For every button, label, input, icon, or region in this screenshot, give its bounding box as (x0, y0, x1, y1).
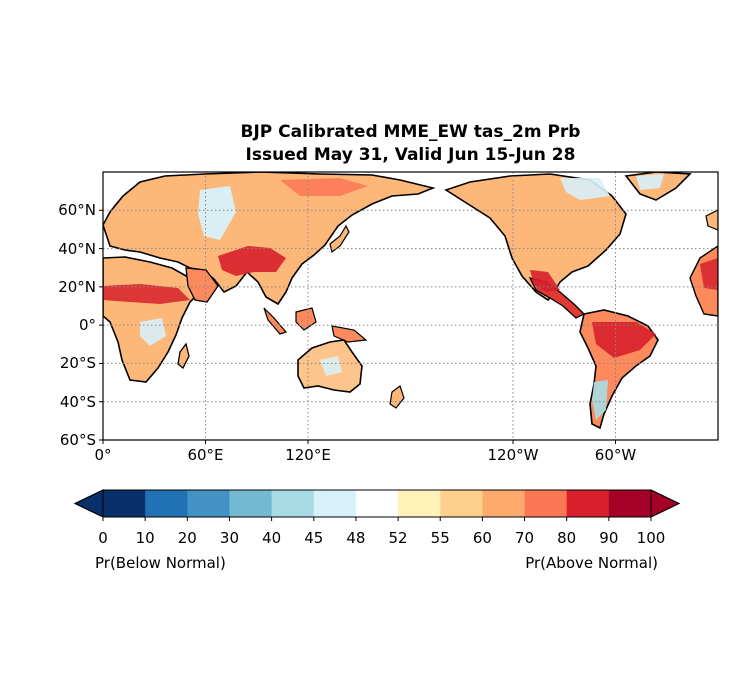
colorbar-cell (313, 490, 357, 517)
colorbar-tick-label: 80 (557, 529, 577, 547)
colorbar-cell (608, 490, 652, 517)
lat-tick-label: 20°N (58, 277, 96, 296)
lat-tick-label: 40°N (58, 239, 96, 258)
colorbar-tick-label: 60 (472, 529, 492, 547)
colorbar-tick-label: 45 (304, 529, 324, 547)
landmass-iceland (705, 209, 718, 231)
landmass-newguinea (331, 325, 368, 343)
lon-tick-label: 120°E (285, 446, 331, 464)
colorbar-cell (440, 490, 483, 517)
lon-tick-label: 60°W (594, 446, 637, 464)
colorbar-cell (187, 490, 230, 517)
colorbar-label-below: Pr(Below Normal) (95, 554, 226, 572)
land-field (103, 172, 718, 430)
coolspot-greenland (636, 174, 664, 190)
colorbar-cell (229, 490, 273, 517)
lat-tick-label: 20°S (59, 354, 96, 373)
hotspot-amazon (592, 322, 656, 358)
chart-title-line2: Issued May 31, Valid Jun 15-Jun 28 (245, 145, 576, 165)
chart-title-line1: BJP Calibrated MME_EW tas_2m Prb (240, 122, 581, 142)
axis-ticks (99, 209, 616, 444)
hotspot-south-asia (218, 246, 286, 276)
colorbar-cell (145, 490, 188, 517)
hotspot-siberia (280, 178, 368, 196)
colorbar-extend-low (73, 489, 104, 518)
colorbar-tick-label: 0 (98, 529, 108, 547)
landmass-madagascar (177, 342, 190, 370)
hotspot-sahel (103, 284, 190, 304)
colorbar-tick-label: 30 (219, 529, 239, 547)
landmass-newzealand (389, 385, 405, 409)
landmass-borneo (295, 307, 317, 331)
colorbar-tick-label: 52 (388, 529, 408, 547)
colorbar-label-above: Pr(Above Normal) (525, 554, 658, 572)
gridlines (103, 172, 718, 440)
colorbar-cell (271, 490, 315, 517)
lon-tick-label: 0° (94, 446, 112, 464)
lat-tick-label: 0° (78, 316, 96, 335)
lat-tick-label: 60°N (58, 201, 96, 220)
colorbar-tick-label: 90 (599, 529, 619, 547)
colorbar-cell (566, 490, 610, 517)
landmass-north-america (444, 173, 627, 302)
colorbar-cell (355, 490, 399, 517)
colorbar-cell (103, 490, 146, 517)
coolspot-central-asia (198, 186, 236, 240)
lon-tick-label: 60°E (187, 446, 224, 464)
colorbar-tick-label: 48 (346, 529, 366, 547)
colorbar-cell (482, 490, 526, 517)
lon-tick-label: 120°W (487, 446, 539, 464)
hotspot-europe-edge (700, 258, 718, 290)
lat-tick-label: 60°S (59, 431, 96, 449)
colorbar-tick-label: 100 (636, 529, 666, 547)
colorbar-cell (398, 490, 441, 517)
coolspot-australia (320, 356, 342, 376)
colorbar-extend-high (650, 489, 681, 518)
coolspot-patagonia (592, 380, 608, 420)
colorbar-tick-label: 20 (177, 529, 197, 547)
colorbar-cell (524, 490, 568, 517)
landmass-japan (329, 224, 350, 254)
lat-tick-label: 40°S (59, 392, 96, 411)
colorbar-tick-label: 40 (262, 529, 282, 547)
colorbar-tick-label: 70 (514, 529, 535, 547)
landmass-arabia (185, 267, 219, 303)
colorbar-tick-label: 55 (430, 529, 450, 547)
landmass-sumatra (263, 307, 288, 335)
colorbar-tick-label: 10 (135, 529, 155, 547)
map-frame (102, 171, 719, 441)
coolspot-arctic-canada (560, 178, 610, 200)
